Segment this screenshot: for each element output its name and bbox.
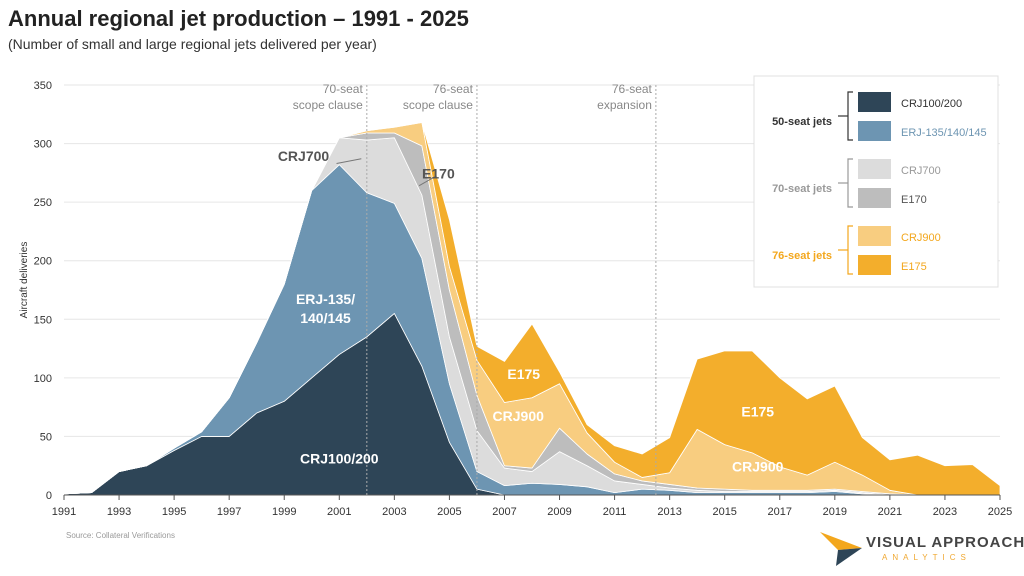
annotation-label: scope clause <box>403 98 473 112</box>
legend-item-label: E175 <box>901 261 927 273</box>
annotation-label: scope clause <box>293 98 363 112</box>
legend-item-label: CRJ900 <box>901 232 941 244</box>
legend-group-label: 50-seat jets <box>772 116 832 128</box>
annotation-label: 70-seat <box>323 82 364 96</box>
y-tick-label: 350 <box>34 80 52 92</box>
area-label: ERJ-135/ <box>296 291 355 307</box>
x-tick-label: 2009 <box>547 506 571 518</box>
y-tick-label: 100 <box>34 373 52 385</box>
x-tick-label: 2023 <box>933 506 957 518</box>
x-tick-label: 2007 <box>492 506 516 518</box>
legend-item-label: ERJ-135/140/145 <box>901 127 987 139</box>
area-label: CRJ900 <box>493 408 545 424</box>
annotation-label: expansion <box>597 98 652 112</box>
area-label: CRJ900 <box>732 459 784 475</box>
x-tick-label: 1997 <box>217 506 241 518</box>
legend-swatch <box>858 92 891 112</box>
annotation-label: 76-seat <box>612 82 653 96</box>
x-tick-label: 2021 <box>878 506 902 518</box>
y-tick-label: 0 <box>46 490 52 502</box>
y-axis-label: Aircraft deliveries <box>19 242 30 319</box>
legend-swatch <box>858 188 891 208</box>
legend: 50-seat jets CRJ100/200 ERJ-135/140/145 70-… <box>753 75 999 288</box>
area-label: E175 <box>741 404 774 420</box>
legend-swatch <box>858 159 891 179</box>
legend-swatch <box>858 255 891 275</box>
visual-approach-logo: VISUAL APPROACH ANALYTICS <box>818 528 1024 572</box>
area-label: E170 <box>422 166 455 182</box>
x-tick-label: 2005 <box>437 506 461 518</box>
legend-swatch <box>858 226 891 246</box>
legend-swatch <box>858 121 891 141</box>
legend-group-label: 76-seat jets <box>772 250 832 262</box>
chart-subtitle: (Number of small and large regional jets… <box>8 36 377 52</box>
x-tick-label: 2013 <box>657 506 681 518</box>
source-note: Source: Collateral Verifications <box>66 531 175 540</box>
x-tick-label: 2015 <box>712 506 736 518</box>
x-tick-label: 1991 <box>52 506 76 518</box>
area-label: CRJ100/200 <box>300 450 379 466</box>
y-tick-label: 50 <box>40 431 52 443</box>
x-tick-label: 2019 <box>823 506 847 518</box>
area-label: CRJ700 <box>278 148 330 164</box>
x-tick-label: 2003 <box>382 506 406 518</box>
y-tick-label: 250 <box>34 197 52 209</box>
x-tick-label: 2001 <box>327 506 351 518</box>
y-tick-label: 200 <box>34 256 52 268</box>
logo-arrow-icon <box>820 532 862 566</box>
legend-group-label: 70-seat jets <box>772 183 832 195</box>
x-tick-label: 1995 <box>162 506 186 518</box>
x-tick-label: 1993 <box>107 506 131 518</box>
x-tick-label: 2025 <box>988 506 1012 518</box>
y-tick-label: 150 <box>34 314 52 326</box>
logo-tagline: ANALYTICS <box>882 553 971 562</box>
area-label: 140/145 <box>300 310 351 326</box>
e170-pointer-line <box>418 175 436 187</box>
chart-title: Annual regional jet production – 1991 - … <box>8 6 469 31</box>
x-tick-label: 2017 <box>768 506 792 518</box>
crj700-pointer-line <box>336 158 362 164</box>
area-label: E175 <box>507 366 540 382</box>
annotation-label: 76-seat <box>433 82 474 96</box>
y-tick-label: 300 <box>34 139 52 151</box>
area-e175 <box>63 122 1001 496</box>
legend-item-label: CRJ100/200 <box>901 98 962 110</box>
legend-item-label: E170 <box>901 194 927 206</box>
x-tick-label: 1999 <box>272 506 296 518</box>
x-tick-label: 2011 <box>603 506 627 518</box>
logo-wordmark: VISUAL APPROACH <box>866 534 1024 551</box>
legend-item-label: CRJ700 <box>901 165 941 177</box>
